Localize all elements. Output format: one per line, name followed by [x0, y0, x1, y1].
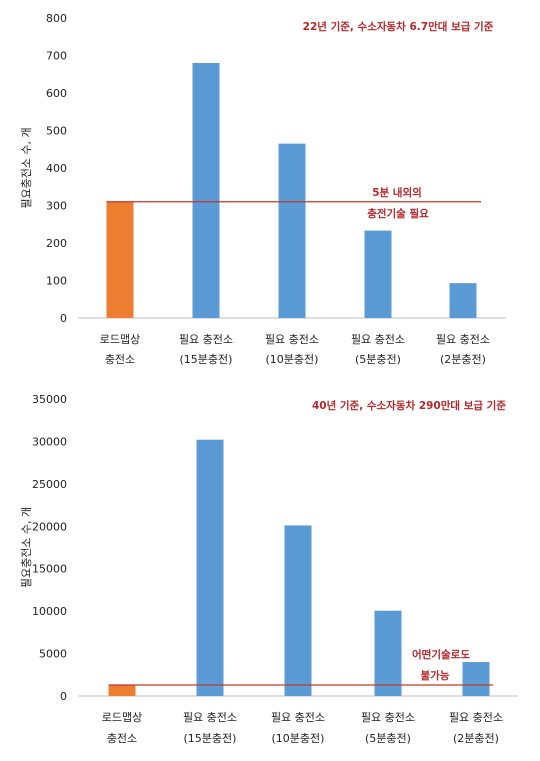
x-category-label: (15분충전): [180, 353, 233, 366]
y-tick-label: 300: [46, 200, 67, 213]
x-category-label: (15분충전): [184, 732, 237, 745]
annotation-text: 어떤기술로도: [412, 648, 470, 661]
y-axis-title: 필요충전소 수, 개: [20, 127, 33, 208]
bar: [449, 283, 477, 318]
x-category-label: 충전소: [107, 732, 137, 745]
y-tick-label: 10000: [32, 605, 67, 618]
x-category-label: 필요 충전소: [179, 333, 233, 346]
y-tick-label: 30000: [32, 435, 67, 448]
x-category-label: (10분충전): [266, 353, 319, 366]
x-category-label: (5분충전): [355, 353, 401, 366]
bar: [106, 201, 134, 318]
y-tick-label: 35000: [32, 393, 67, 406]
x-category-label: 필요 충전소: [271, 711, 325, 724]
y-tick-label: 0: [60, 312, 67, 325]
bar: [108, 684, 136, 696]
chart-2: 0 5000 10000 15000 20000 25000 30000 35000 로드맵상충…: [20, 393, 518, 745]
bar: [284, 525, 312, 696]
y-tick-label: 800: [46, 12, 67, 25]
y-tick-label: 500: [46, 125, 67, 138]
x-category-label: 필요 충전소: [183, 711, 237, 724]
y-tick-label: 0: [60, 690, 67, 703]
y-tick-label: 15000: [32, 563, 67, 576]
x-category-label: (10분충전): [272, 732, 325, 745]
bar: [364, 230, 392, 318]
x-category-label: (5분충전): [365, 732, 411, 745]
x-category-label: 필요 충전소: [265, 333, 319, 346]
annotation-text: 40년 기준, 수소자동차 290만대 보급 기준: [312, 399, 506, 412]
x-category-label: 로드맵상: [100, 333, 140, 346]
y-tick-label: 700: [46, 50, 67, 63]
x-category-label: 로드맵상: [102, 711, 142, 724]
y-tick-label: 20000: [32, 520, 67, 533]
bar: [462, 662, 490, 696]
annotation-text: 충전기술 필요: [367, 207, 429, 220]
x-category-label: (2분충전): [440, 353, 486, 366]
annotation-text: 5분 내외의: [372, 186, 422, 199]
y-tick-label: 100: [46, 275, 67, 288]
x-category-label: 필요 충전소: [361, 711, 415, 724]
x-category-label: 필요 충전소: [449, 711, 503, 724]
bar: [196, 439, 224, 696]
y-tick-label: 200: [46, 237, 67, 250]
y-tick-label: 25000: [32, 478, 67, 491]
bar: [192, 63, 220, 318]
y-tick-label: 5000: [39, 648, 67, 661]
y-axis-title: 필요충전소 수, 개: [20, 507, 33, 588]
y-tick-label: 600: [46, 87, 67, 100]
y-tick-label: 400: [46, 162, 67, 175]
bar: [278, 143, 306, 318]
x-category-label: 충전소: [105, 353, 135, 366]
annotation-text: 22년 기준, 수소자동차 6.7만대 보급 기준: [303, 20, 494, 33]
bar: [374, 610, 402, 696]
x-category-label: 필요 충전소: [351, 333, 405, 346]
x-category-label: (2분충전): [453, 732, 499, 745]
annotation-text: 불가능: [421, 669, 450, 682]
x-category-label: 필요 충전소: [436, 333, 490, 346]
